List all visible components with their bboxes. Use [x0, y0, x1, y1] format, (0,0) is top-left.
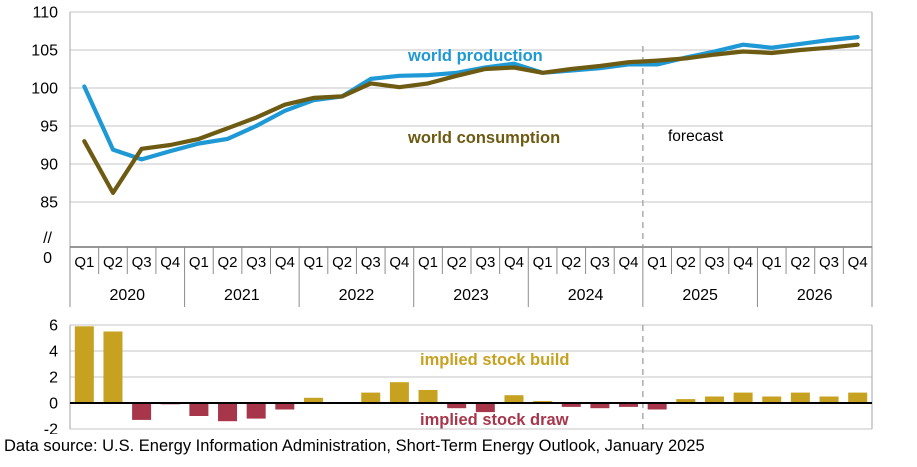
quarter-label: Q2 [332, 254, 352, 271]
quarter-label: Q4 [275, 254, 295, 271]
quarter-label: Q4 [160, 254, 180, 271]
stock-build-bar [504, 395, 524, 403]
y-axis-tick-label: 100 [31, 81, 58, 98]
quarter-label: Q2 [790, 254, 810, 271]
y-axis-tick-label: 6 [49, 318, 58, 335]
quarter-label: Q2 [218, 254, 238, 271]
y-axis-tick-label: 110 [32, 5, 58, 22]
year-label: 2021 [224, 287, 260, 304]
quarter-label: Q2 [447, 254, 467, 271]
quarter-label: Q1 [189, 254, 209, 271]
y-axis-tick-label: 85 [40, 195, 58, 212]
stock-build-bar [303, 397, 323, 403]
quarter-label: Q1 [647, 254, 667, 271]
quarter-label: Q1 [418, 254, 438, 271]
y-axis-zero-label: 0 [43, 250, 52, 267]
axis-break-mark: // [43, 230, 52, 247]
quarter-label: Q1 [74, 254, 94, 271]
year-label: 2022 [339, 287, 375, 304]
quarter-label: Q3 [246, 254, 266, 271]
year-label: 2024 [568, 287, 604, 304]
consumption-line [82, 42, 860, 195]
stock-build-bar [819, 396, 839, 403]
y-axis-tick-label: 4 [49, 344, 58, 361]
quarter-label: Q2 [561, 254, 581, 271]
y-axis-tick-label: -2 [44, 422, 58, 435]
stock-build-bar [389, 382, 409, 403]
stock-draw-bar [275, 403, 295, 410]
steo-balance-chart: 110 105 100 95 90 85 // 0 world production world … [31, 5, 873, 435]
quarter-label: Q4 [504, 254, 524, 271]
stock-build-bar [790, 392, 810, 403]
quarter-label: Q2 [676, 254, 696, 271]
stock-build-bar [361, 392, 381, 403]
stock-build-bar [848, 392, 868, 403]
stock-draw-label: implied stock draw [420, 411, 569, 429]
stock-build-bar [103, 331, 123, 403]
quarter-label: Q4 [619, 254, 639, 271]
stock-draw-bar [475, 403, 495, 413]
production-series-label: world production [407, 47, 543, 65]
stock-build-bar [733, 392, 753, 403]
stock-build-bar [762, 396, 782, 403]
y-axis-tick-label: 90 [40, 157, 58, 174]
stock-build-bar [704, 396, 724, 403]
quarter-label: Q2 [103, 254, 123, 271]
quarter-label: Q3 [361, 254, 381, 271]
stock-build-label: implied stock build [420, 351, 569, 369]
quarter-label: Q3 [819, 254, 839, 271]
stock-build-bar [418, 390, 438, 403]
stock-build-bar [676, 399, 696, 403]
stock-draw-bar [590, 403, 610, 409]
stock-build-bar [74, 326, 94, 403]
year-label: 2025 [682, 287, 718, 304]
quarter-label: Q3 [704, 254, 724, 271]
quarter-label: Q1 [762, 254, 782, 271]
quarter-label: Q4 [389, 254, 409, 271]
y-axis-tick-label: 0 [49, 396, 58, 413]
stock-draw-bar [218, 403, 238, 422]
y-axis-tick-label: 95 [40, 119, 58, 136]
y-axis-tick-label: 105 [31, 43, 58, 60]
year-label: 2026 [797, 287, 833, 304]
quarter-label: Q3 [475, 254, 495, 271]
quarter-label: Q3 [132, 254, 152, 271]
quarter-label: Q4 [733, 254, 753, 271]
stock-draw-bar [132, 403, 152, 420]
consumption-series-label: world consumption [407, 129, 560, 147]
stock-draw-bar [619, 403, 639, 407]
stock-draw-bar [447, 403, 467, 409]
data-source-note: Data source: U.S. Energy Information Adm… [4, 437, 705, 455]
stock-draw-bar [246, 403, 266, 419]
production-line [82, 34, 860, 162]
quarter-label: Q1 [303, 254, 323, 271]
quarter-label: Q4 [848, 254, 868, 271]
quarter-label: Q3 [590, 254, 610, 271]
chart-canvas: 110 105 100 95 90 85 // 0 world production world … [31, 5, 873, 435]
year-label: 2023 [453, 287, 489, 304]
stock-draw-bar [561, 403, 581, 407]
year-label: 2020 [109, 287, 145, 304]
y-axis-tick-label: 2 [49, 370, 58, 387]
forecast-label: forecast [668, 128, 724, 145]
quarter-label: Q1 [533, 254, 553, 271]
stock-draw-bar [189, 403, 209, 416]
stock-draw-bar [647, 403, 667, 410]
